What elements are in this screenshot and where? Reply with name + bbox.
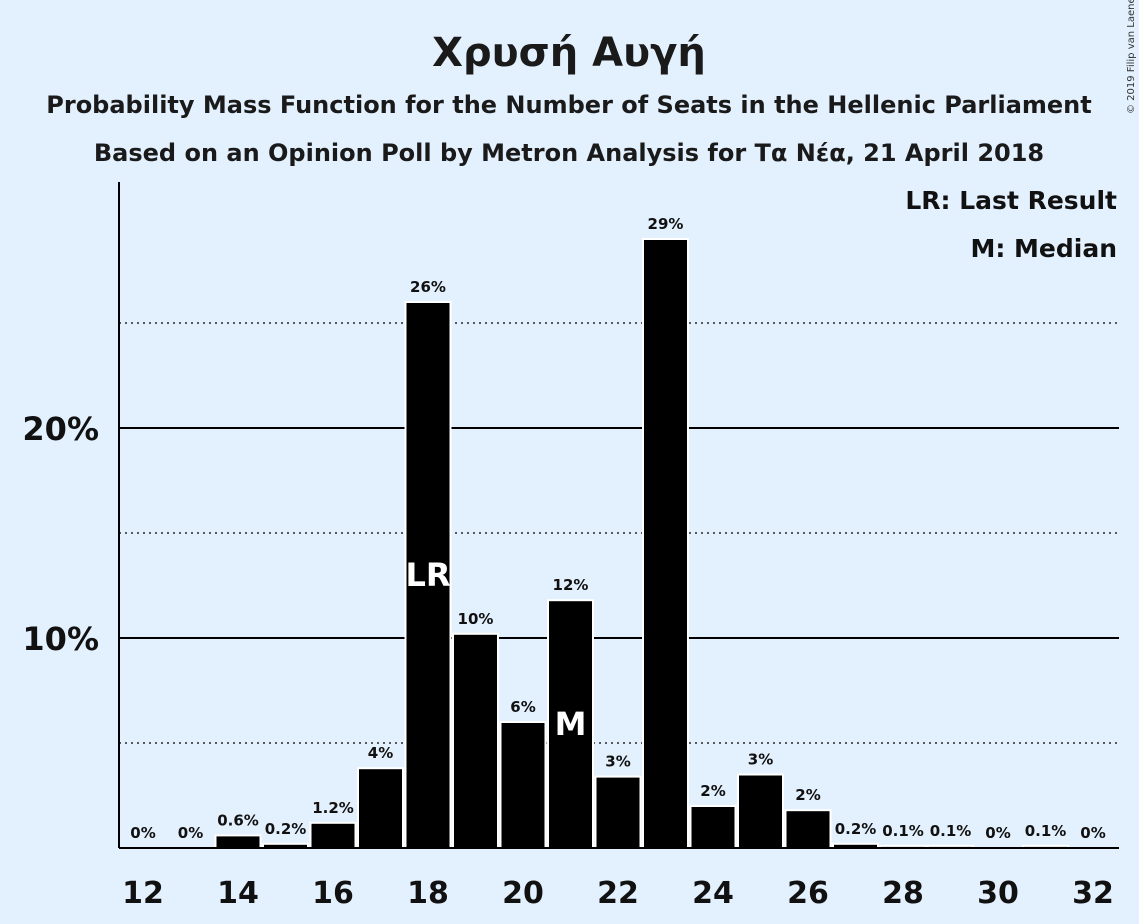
chart-subtitle-poll: Based on an Opinion Poll by Metron Analy… xyxy=(94,139,1044,167)
bar-seats-17 xyxy=(357,767,404,850)
data-label-seats-15: 0.2% xyxy=(265,820,307,838)
data-label-seats-17: 4% xyxy=(368,744,393,762)
data-label-seats-27: 0.2% xyxy=(835,820,877,838)
x-tick-label: 30 xyxy=(977,876,1019,911)
bar-marker-lr: LR xyxy=(405,556,450,594)
data-label-seats-18: 26% xyxy=(410,278,446,296)
bar-seats-24 xyxy=(689,805,737,849)
bar-seats-26 xyxy=(784,809,832,850)
x-tick-label: 32 xyxy=(1072,876,1114,911)
bar-seats-16 xyxy=(309,821,357,849)
data-label-seats-13: 0% xyxy=(178,824,203,842)
bar-seats-21 xyxy=(547,599,594,850)
data-label-seats-24: 2% xyxy=(700,782,725,800)
data-label-seats-30: 0% xyxy=(985,824,1010,842)
x-tick-label: 18 xyxy=(407,876,449,911)
data-label-seats-28: 0.1% xyxy=(882,822,924,840)
bar-seats-19 xyxy=(452,632,499,849)
data-label-seats-14: 0.6% xyxy=(217,811,259,829)
legend-median: M: Median xyxy=(970,234,1117,263)
y-tick-label: 20% xyxy=(22,410,99,448)
data-label-seats-31: 0.1% xyxy=(1025,822,1067,840)
data-label-seats-22: 3% xyxy=(605,753,630,771)
bar-seats-18 xyxy=(404,301,452,849)
x-tick-label: 26 xyxy=(787,876,829,911)
copyright-note: © 2019 Filip van Laenen xyxy=(1126,0,1137,114)
axes: 12 14 16 18 20 22 24 26 28 30 32 xyxy=(118,182,1119,911)
data-label-seats-29: 0.1% xyxy=(930,822,972,840)
chart-title: Χρυσή Αυγή xyxy=(432,30,706,76)
data-label-seats-25: 3% xyxy=(748,751,773,769)
x-tick-label: 16 xyxy=(312,876,354,911)
bar-seats-23 xyxy=(642,238,689,849)
data-label-seats-32: 0% xyxy=(1080,824,1105,842)
chart-subtitle: Probability Mass Function for the Number… xyxy=(46,91,1091,119)
bar-seats-22 xyxy=(594,775,642,849)
bar-seats-14 xyxy=(214,834,262,850)
x-tick-label: 14 xyxy=(217,876,259,911)
data-labels: 0% 0% 0.6% 0.2% 1.2% 4% 26% 10% 6% 12% 3% 29% 2% 3% 2%… xyxy=(130,215,1105,842)
data-label-seats-26: 2% xyxy=(795,786,820,804)
bar-seats-20 xyxy=(499,721,547,849)
data-label-seats-20: 6% xyxy=(510,698,535,716)
data-label-seats-12: 0% xyxy=(130,824,155,842)
gridlines: 10% 20% xyxy=(22,322,1119,744)
data-label-seats-23: 29% xyxy=(648,215,684,233)
x-tick-label: 22 xyxy=(597,876,639,911)
x-tick-label: 24 xyxy=(692,876,734,911)
legend-last-result: LR: Last Result xyxy=(905,186,1117,215)
y-tick-label: 10% xyxy=(22,620,99,658)
data-label-seats-16: 1.2% xyxy=(312,799,354,817)
data-label-seats-19: 10% xyxy=(458,610,494,628)
data-label-seats-21: 12% xyxy=(553,576,589,594)
x-tick-label: 28 xyxy=(882,876,924,911)
x-tick-label: 20 xyxy=(502,876,544,911)
bars xyxy=(214,238,1069,850)
bar-seats-25 xyxy=(737,773,784,849)
x-tick-label: 12 xyxy=(122,876,164,911)
bar-marker-m: M xyxy=(555,705,587,743)
